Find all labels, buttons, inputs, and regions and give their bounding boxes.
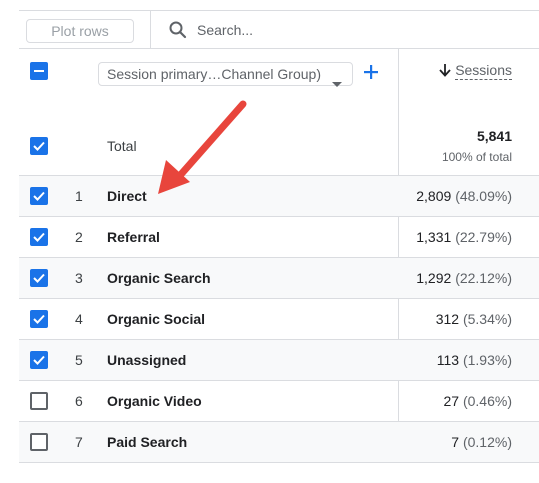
row-sessions-percent: (48.09%): [455, 188, 512, 204]
row-sessions-count: 113: [436, 352, 460, 368]
total-label: Total: [107, 138, 137, 154]
table-row[interactable]: 7 Paid Search 7 (0.12%): [19, 422, 539, 463]
row-channel-name: Referral: [107, 229, 160, 245]
row-channel-name: Organic Video: [107, 393, 202, 409]
row-sessions-percent: (5.34%): [462, 311, 512, 327]
row-index: 1: [75, 188, 83, 204]
row-channel-name: Unassigned: [107, 352, 187, 368]
table-row[interactable]: 2 Referral 1,331 (22.79%): [19, 217, 539, 258]
row-sessions-count: 27: [443, 393, 460, 409]
row-sessions-count: 312: [435, 311, 460, 327]
plot-rows-button[interactable]: Plot rows: [26, 19, 134, 43]
row-sessions-percent: (0.46%): [462, 393, 512, 409]
row-sessions-value: 312 (5.34%): [436, 311, 512, 327]
row-sessions-count: 2,809: [416, 188, 452, 204]
row-sessions-count: 7: [451, 434, 460, 450]
total-checkbox[interactable]: [30, 137, 48, 155]
toolbar-divider: [150, 11, 151, 49]
add-dimension-button[interactable]: [361, 62, 381, 82]
table-row[interactable]: 4 Organic Social 312 (5.34%): [19, 299, 539, 340]
row-sessions-value: 1,331 (22.79%): [416, 229, 512, 245]
row-checkbox[interactable]: [30, 433, 48, 451]
row-index: 6: [75, 393, 83, 409]
select-all-checkbox[interactable]: [30, 62, 48, 80]
dimension-select[interactable]: Session primary…Channel Group): [98, 62, 353, 87]
row-sessions-percent: (22.79%): [455, 229, 512, 245]
arrow-down-icon: [439, 63, 451, 80]
row-sessions-value: 27 (0.46%): [444, 393, 513, 409]
search-icon: [168, 20, 188, 40]
chevron-down-icon: [332, 72, 342, 94]
row-sessions-value: 2,809 (48.09%): [416, 188, 512, 204]
dimension-select-label: Session primary…Channel Group): [107, 66, 321, 82]
check-icon: [33, 191, 45, 201]
row-sessions-percent: (1.93%): [462, 352, 512, 368]
row-checkbox[interactable]: [30, 228, 48, 246]
row-channel-name: Direct: [107, 188, 147, 204]
row-sessions-value: 1,292 (22.12%): [416, 270, 512, 286]
table-header: Session primary…Channel Group) Sessions …: [19, 49, 539, 176]
column-divider: [398, 49, 399, 460]
row-checkbox[interactable]: [30, 269, 48, 287]
row-channel-name: Organic Social: [107, 311, 206, 327]
check-icon: [33, 355, 45, 365]
row-checkbox[interactable]: [30, 392, 48, 410]
row-index: 7: [75, 434, 83, 450]
total-percent: 100% of total: [441, 150, 512, 164]
table-row[interactable]: 5 Unassigned 113 (1.93%): [19, 340, 539, 381]
table-row[interactable]: 1 Direct 2,809 (48.09%): [19, 176, 539, 217]
row-index: 2: [75, 229, 83, 245]
plus-icon: [364, 65, 378, 79]
row-sessions-value: 113 (1.93%): [437, 352, 512, 368]
row-sessions-count: 1,292: [416, 270, 452, 286]
table-toolbar: Plot rows: [19, 10, 539, 49]
search-input[interactable]: [197, 19, 497, 41]
check-icon: [33, 314, 45, 324]
row-index: 4: [75, 311, 83, 327]
row-index: 5: [75, 352, 83, 368]
check-icon: [33, 232, 45, 242]
row-sessions-value: 7 (0.12%): [451, 434, 512, 450]
row-channel-name: Paid Search: [107, 434, 188, 450]
sessions-header-label: Sessions: [455, 62, 512, 80]
row-index: 3: [75, 270, 83, 286]
data-table: Session primary…Channel Group) Sessions …: [19, 49, 539, 463]
row-sessions-percent: (0.12%): [462, 434, 512, 450]
table-row[interactable]: 3 Organic Search 1,292 (22.12%): [19, 258, 539, 299]
row-checkbox[interactable]: [30, 187, 48, 205]
row-checkbox[interactable]: [30, 351, 48, 369]
row-sessions-count: 1,331: [416, 229, 452, 245]
total-value: 5,841: [476, 128, 512, 144]
sessions-column-header[interactable]: Sessions: [399, 62, 512, 80]
check-icon: [33, 273, 45, 283]
table-row[interactable]: 6 Organic Video 27 (0.46%): [19, 381, 539, 422]
row-checkbox[interactable]: [30, 310, 48, 328]
row-channel-name: Organic Search: [107, 270, 211, 286]
row-sessions-percent: (22.12%): [455, 270, 512, 286]
